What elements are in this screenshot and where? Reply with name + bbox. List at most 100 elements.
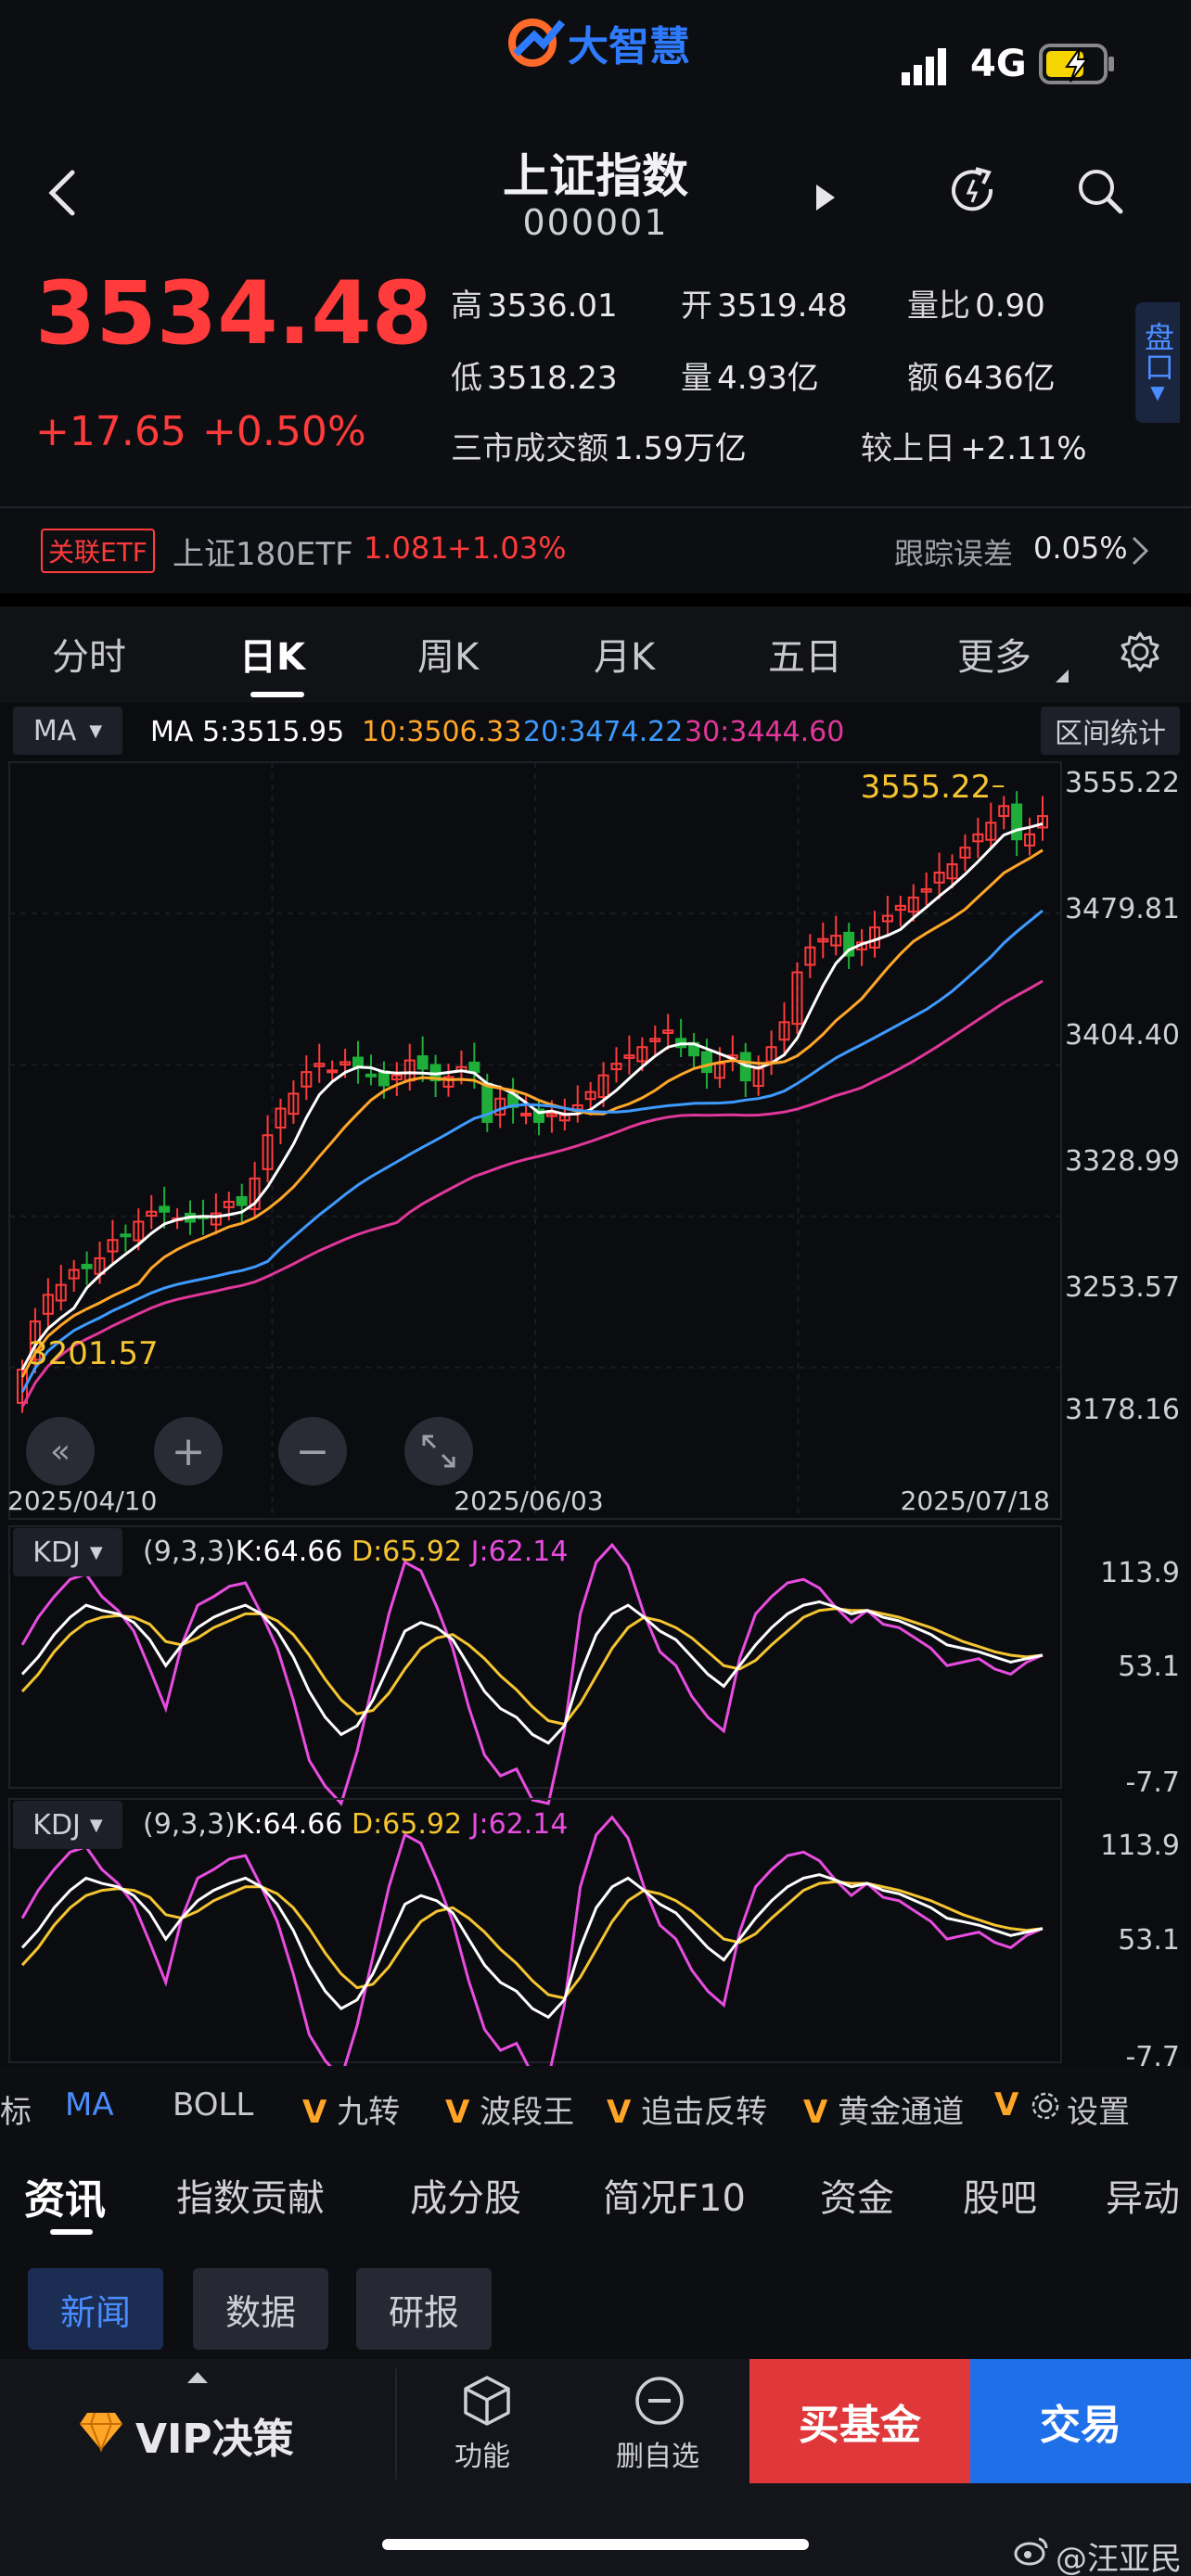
- candle-body: [907, 896, 919, 913]
- tab-five-day[interactable]: 五日: [768, 636, 842, 679]
- scroll-left-button[interactable]: «: [26, 1417, 95, 1486]
- etf-name: 上证180ETF: [173, 536, 353, 573]
- candle-body: [365, 1073, 377, 1078]
- ma30-value: 30:3444.60: [685, 716, 845, 748]
- indicator-partial[interactable]: 标: [0, 2094, 32, 2131]
- trade-button[interactable]: 交易: [970, 2359, 1191, 2483]
- vip-v-icon: V: [803, 2094, 828, 2131]
- zoom-out-button[interactable]: −: [278, 1417, 347, 1486]
- candle-body: [339, 1061, 352, 1066]
- cube-icon: [464, 2376, 510, 2426]
- order-book-tab[interactable]: 盘口 ▼: [1135, 302, 1180, 423]
- tab-monthly-k[interactable]: 月K: [594, 636, 656, 679]
- tab-profile-f10[interactable]: 简况F10: [603, 2177, 746, 2220]
- candle-body: [610, 1063, 622, 1071]
- candle-body: [920, 887, 932, 893]
- candle-body: [42, 1294, 54, 1315]
- chevron-down-icon: ▼: [89, 1542, 103, 1562]
- fullscreen-button[interactable]: [404, 1417, 473, 1486]
- section-gap: [0, 593, 1191, 606]
- back-icon[interactable]: [45, 167, 82, 219]
- home-indicator[interactable]: [382, 2539, 809, 2550]
- candle-body: [881, 914, 893, 923]
- buy-fund-button[interactable]: 买基金: [749, 2359, 970, 2483]
- volume-stat: 量 4.93亿: [681, 360, 819, 397]
- refresh-icon[interactable]: [948, 165, 1000, 217]
- candle-body: [933, 871, 945, 884]
- etf-row[interactable]: 关联ETF 上证180ETF 1.081 +1.03% 跟踪误差 0.05%: [0, 510, 1191, 592]
- search-icon[interactable]: [1074, 165, 1126, 217]
- chip-news[interactable]: 新闻: [28, 2268, 163, 2350]
- candle-body: [314, 1063, 326, 1067]
- price-change-pct: +0.50%: [202, 408, 366, 455]
- chip-data[interactable]: 数据: [193, 2268, 328, 2350]
- etf-pct: +1.03%: [447, 530, 567, 566]
- candle-body: [107, 1239, 119, 1253]
- kline-chart[interactable]: 3555.22 3479.81 3404.40 3328.99 3253.57 3178.…: [0, 703, 1191, 2066]
- candle-body: [159, 1205, 171, 1213]
- candle-body: [998, 805, 1010, 818]
- indicator-gold-channel[interactable]: V 黄金通道: [803, 2094, 965, 2131]
- candle-body: [636, 1046, 648, 1063]
- tab-weekly-k[interactable]: 周K: [417, 636, 480, 679]
- candle-body: [210, 1212, 222, 1226]
- remove-watchlist-button[interactable]: 删自选: [575, 2359, 742, 2483]
- candle-body: [532, 1108, 544, 1123]
- settings-link[interactable]: 设置: [1020, 2073, 1191, 2138]
- ma-selector-label: MA: [32, 714, 77, 747]
- double-chevron-left-icon: «: [49, 1432, 71, 1471]
- tab-funds[interactable]: 资金: [820, 2177, 894, 2220]
- min-price-label: 3201.57: [28, 1335, 159, 1372]
- next-stock-icon[interactable]: [813, 181, 839, 214]
- etf-badge: 关联ETF: [41, 529, 155, 573]
- function-button[interactable]: 功能: [408, 2359, 566, 2483]
- chart-area: 3555.22 3479.81 3404.40 3328.99 3253.57 3178.…: [0, 703, 1191, 2066]
- candle-body: [288, 1092, 300, 1116]
- function-label: 功能: [455, 2441, 510, 2473]
- kdj-panel-frame-2: [8, 1798, 1062, 2063]
- x-date-label: 2025/07/18: [901, 1486, 1050, 1516]
- candle-body: [352, 1056, 365, 1068]
- tab-constituents[interactable]: 成分股: [410, 2177, 521, 2220]
- candle-body: [959, 847, 971, 859]
- candle-body: [985, 822, 997, 841]
- candle-body: [301, 1071, 313, 1088]
- tab-forum[interactable]: 股吧: [963, 2177, 1037, 2220]
- candle-body: [442, 1076, 455, 1088]
- gear-icon[interactable]: [1119, 631, 1161, 673]
- candle-body: [249, 1177, 261, 1210]
- kdj-tick-label: -7.7: [1125, 2041, 1180, 2066]
- plus-icon: +: [171, 1427, 206, 1475]
- candle-body: [1024, 833, 1036, 847]
- vs-prev-stat: 较上日 +2.11%: [861, 430, 1087, 467]
- tab-more[interactable]: 更多: [957, 636, 1031, 679]
- signal-icon: [902, 48, 946, 85]
- caret-up-icon: [187, 2372, 208, 2383]
- weibo-icon: [1014, 2537, 1048, 2566]
- indicator-ma[interactable]: MA: [65, 2086, 114, 2123]
- vip-v-icon: V: [607, 2094, 632, 2131]
- candle-body: [1037, 815, 1048, 829]
- indicator-nine-turn[interactable]: V 九转: [302, 2094, 401, 2131]
- indicator-chase-reverse[interactable]: V 追击反转: [607, 2094, 768, 2131]
- period-tabs: 分时 日K 周K 月K 五日 更多: [0, 606, 1191, 703]
- kdj-selector-1[interactable]: KDJ ▼: [13, 1528, 122, 1576]
- kdj-selector-2[interactable]: KDJ ▼: [13, 1801, 122, 1849]
- tab-index-contribution[interactable]: 指数贡献: [176, 2177, 325, 2220]
- ma-selector[interactable]: MA ▼: [13, 707, 122, 755]
- diamond-icon: [80, 2412, 122, 2452]
- zoom-in-button[interactable]: +: [154, 1417, 223, 1486]
- tab-anomaly[interactable]: 异动: [1106, 2177, 1180, 2220]
- chip-research[interactable]: 研报: [356, 2268, 492, 2350]
- indicator-band-king[interactable]: V 波段王: [445, 2094, 575, 2131]
- active-tab-indicator: [50, 2229, 93, 2235]
- indicator-boll[interactable]: BOLL: [173, 2086, 254, 2123]
- high-stat: 高 3536.01: [451, 287, 618, 325]
- tab-news[interactable]: 资讯: [24, 2176, 106, 2224]
- tab-intraday[interactable]: 分时: [52, 636, 126, 679]
- vip-decision-button[interactable]: VIP决策: [0, 2359, 395, 2483]
- tab-daily-k[interactable]: 日K: [239, 636, 305, 679]
- range-stats-button[interactable]: 区间统计: [1041, 707, 1180, 755]
- ma20-value: 20:3474.22: [523, 716, 684, 748]
